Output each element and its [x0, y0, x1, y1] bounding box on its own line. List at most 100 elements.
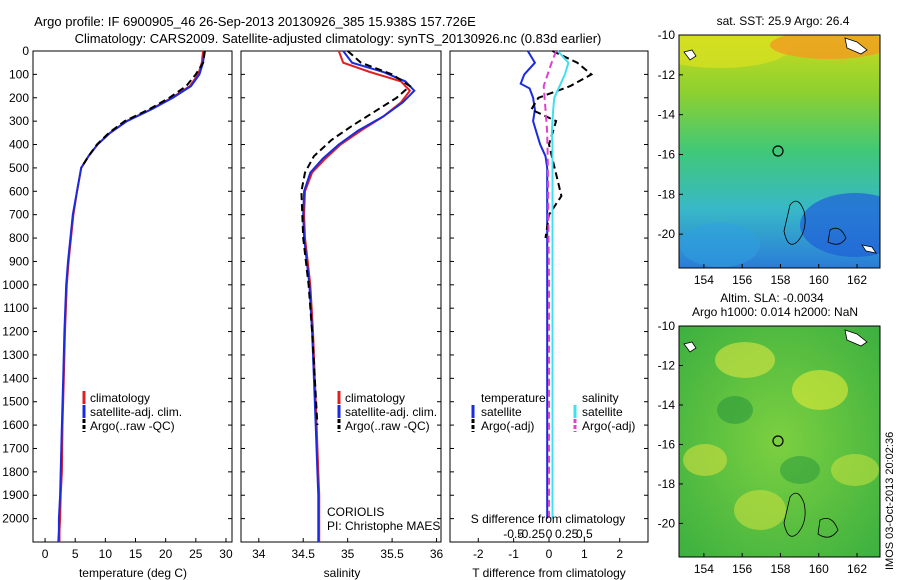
sst-map-axes: -10 -12 -14 -16 -18 -20 154 156 158 160 162 [658, 28, 868, 287]
depth-tick-label: 1500 [2, 395, 29, 409]
profile-temperature-argo-adj- [529, 50, 594, 239]
profile-argo-raw-qc- [300, 50, 412, 426]
profile-climatology [303, 50, 412, 542]
credit-institution: CORIOLIS [327, 505, 384, 519]
profile-argo-raw-qc- [80, 50, 206, 169]
sst-map: sat. SST: 25.9 Argo: 26.4 [658, 14, 881, 287]
legend-sat: satellite-adj. clim. [345, 405, 437, 419]
sla-high-patch [831, 454, 879, 486]
x-tick-label: 0 [42, 547, 49, 561]
depth-tick-label: 1000 [2, 278, 29, 292]
profile-satellite-adj-clim- [57, 50, 206, 543]
x-tick-label: 35 [341, 547, 355, 561]
depth-tick-label: 600 [9, 184, 29, 198]
s-difference-ticks: -0.5-0.25 0 0.250.5 [503, 527, 593, 541]
imos-timestamp: IMOS 03-Oct-2013 20:02:36 [884, 432, 896, 570]
island-shape [861, 244, 877, 254]
lat-tick-label: -10 [658, 28, 676, 42]
profile-satellite-adj-clim- [302, 50, 416, 542]
sla-map-axes: -10 -12 -14 -16 -18 -20 154 156 158 160 162 [658, 319, 868, 576]
temperature-legend: climatology satellite-adj. clim. Argo(..… [82, 391, 182, 433]
s-tick-label: 0 [546, 527, 553, 541]
legend-t-sat: satellite [481, 405, 522, 419]
lat-tick-label: -18 [658, 477, 676, 491]
island-shape [844, 37, 868, 55]
salinity-panel: 34 34.5 35 35.5 36 salinity climatology sate… [240, 50, 444, 580]
legend-t-argo: Argo(-adj) [481, 419, 534, 433]
depth-tick-label: 1600 [2, 418, 29, 432]
depth-tick-label: 300 [9, 114, 29, 128]
salinity-profiles [300, 50, 416, 542]
depth-tick-label: 1300 [2, 348, 29, 362]
salinity-legend: climatology satellite-adj. clim. Argo(..… [337, 391, 437, 433]
lon-tick-label: 156 [732, 562, 752, 576]
island-shape [844, 329, 868, 347]
x-tick-label: 0 [546, 547, 553, 561]
lon-tick-label: 160 [809, 273, 829, 287]
sst-cool-patch-2 [680, 223, 760, 267]
contour-line [817, 517, 839, 538]
depth-tick-label: 500 [9, 161, 29, 175]
legend-salinity-head: salinity [582, 391, 619, 405]
difference-panel: -2 -1 0 1 2 temperature satellite Argo(-adj)… [449, 50, 649, 580]
x-tick-label: 15 [129, 547, 143, 561]
x-tick-label: 25 [189, 547, 203, 561]
depth-tick-label: 100 [9, 67, 29, 81]
sla-high-patch [792, 370, 848, 410]
t-difference-xlabel: T difference from climatology [472, 566, 626, 580]
sla-high-patch [715, 342, 775, 378]
depth-tick-label: 0 [22, 44, 29, 58]
lon-tick-label: 162 [847, 562, 867, 576]
legend-s-argo: Argo(-adj) [582, 419, 635, 433]
s-difference-label: S difference from climatology [471, 512, 626, 526]
depth-tick-label: 1200 [2, 325, 29, 339]
s-tick-label: -0.25 [518, 527, 546, 541]
header-line-2: Climatology: CARS2009. Satellite-adjuste… [75, 31, 602, 46]
difference-profiles [519, 50, 594, 519]
lat-tick-label: -12 [658, 68, 676, 82]
lat-tick-label: -18 [658, 187, 676, 201]
sla-map-title-2: Argo h1000: 0.014 h2000: NaN [692, 305, 858, 319]
depth-tick-label: 1700 [2, 441, 29, 455]
x-tick-label: 2 [616, 547, 623, 561]
lon-tick-label: 162 [847, 273, 867, 287]
lat-tick-label: -14 [658, 108, 676, 122]
lon-tick-label: 156 [732, 273, 752, 287]
sla-high-patch [734, 490, 786, 530]
lon-tick-label: 158 [770, 273, 790, 287]
credit-pi: PI: Christophe MAES [327, 519, 440, 533]
sst-map-frame [678, 34, 881, 269]
s-tick-label: 0.5 [576, 527, 593, 541]
profile-temperature-satellite [519, 50, 549, 519]
island-shape [683, 341, 697, 353]
depth-tick-label: 800 [9, 231, 29, 245]
island-shape [683, 49, 697, 61]
x-tick-label: 34.5 [292, 547, 316, 561]
argo-position-marker [772, 145, 784, 157]
legend-sat: satellite-adj. clim. [90, 405, 182, 419]
depth-tick-label: 2000 [2, 512, 29, 526]
profile-salinity-satellite [550, 50, 570, 519]
lon-tick-label: 160 [809, 562, 829, 576]
legend-clim: climatology [345, 391, 405, 405]
difference-x-axis: -2 -1 0 1 2 [473, 538, 623, 561]
temperature-profiles [57, 50, 206, 543]
lon-tick-label: 154 [694, 273, 714, 287]
x-tick-label: 1 [581, 547, 588, 561]
salinity-x-axis: 34 34.5 35 35.5 36 [252, 538, 444, 561]
profile-climatology [58, 50, 205, 542]
legend-argo: Argo(..raw -QC) [345, 419, 430, 433]
sst-cool-patch [800, 193, 880, 257]
depth-tick-label: 900 [9, 254, 29, 268]
sla-map-frame [678, 325, 881, 558]
lon-tick-label: 158 [770, 562, 790, 576]
temperature-x-axis: 0 5 10 15 20 25 30 [42, 538, 233, 561]
salinity-xlabel: salinity [324, 566, 361, 580]
legend-clim: climatology [90, 391, 150, 405]
depth-tick-label: 200 [9, 91, 29, 105]
x-tick-label: 36 [430, 547, 444, 561]
sla-high-patch [683, 444, 727, 476]
lat-tick-label: -14 [658, 398, 676, 412]
temperature-panel: 0100200300400500600700800900100011001200… [2, 44, 648, 580]
